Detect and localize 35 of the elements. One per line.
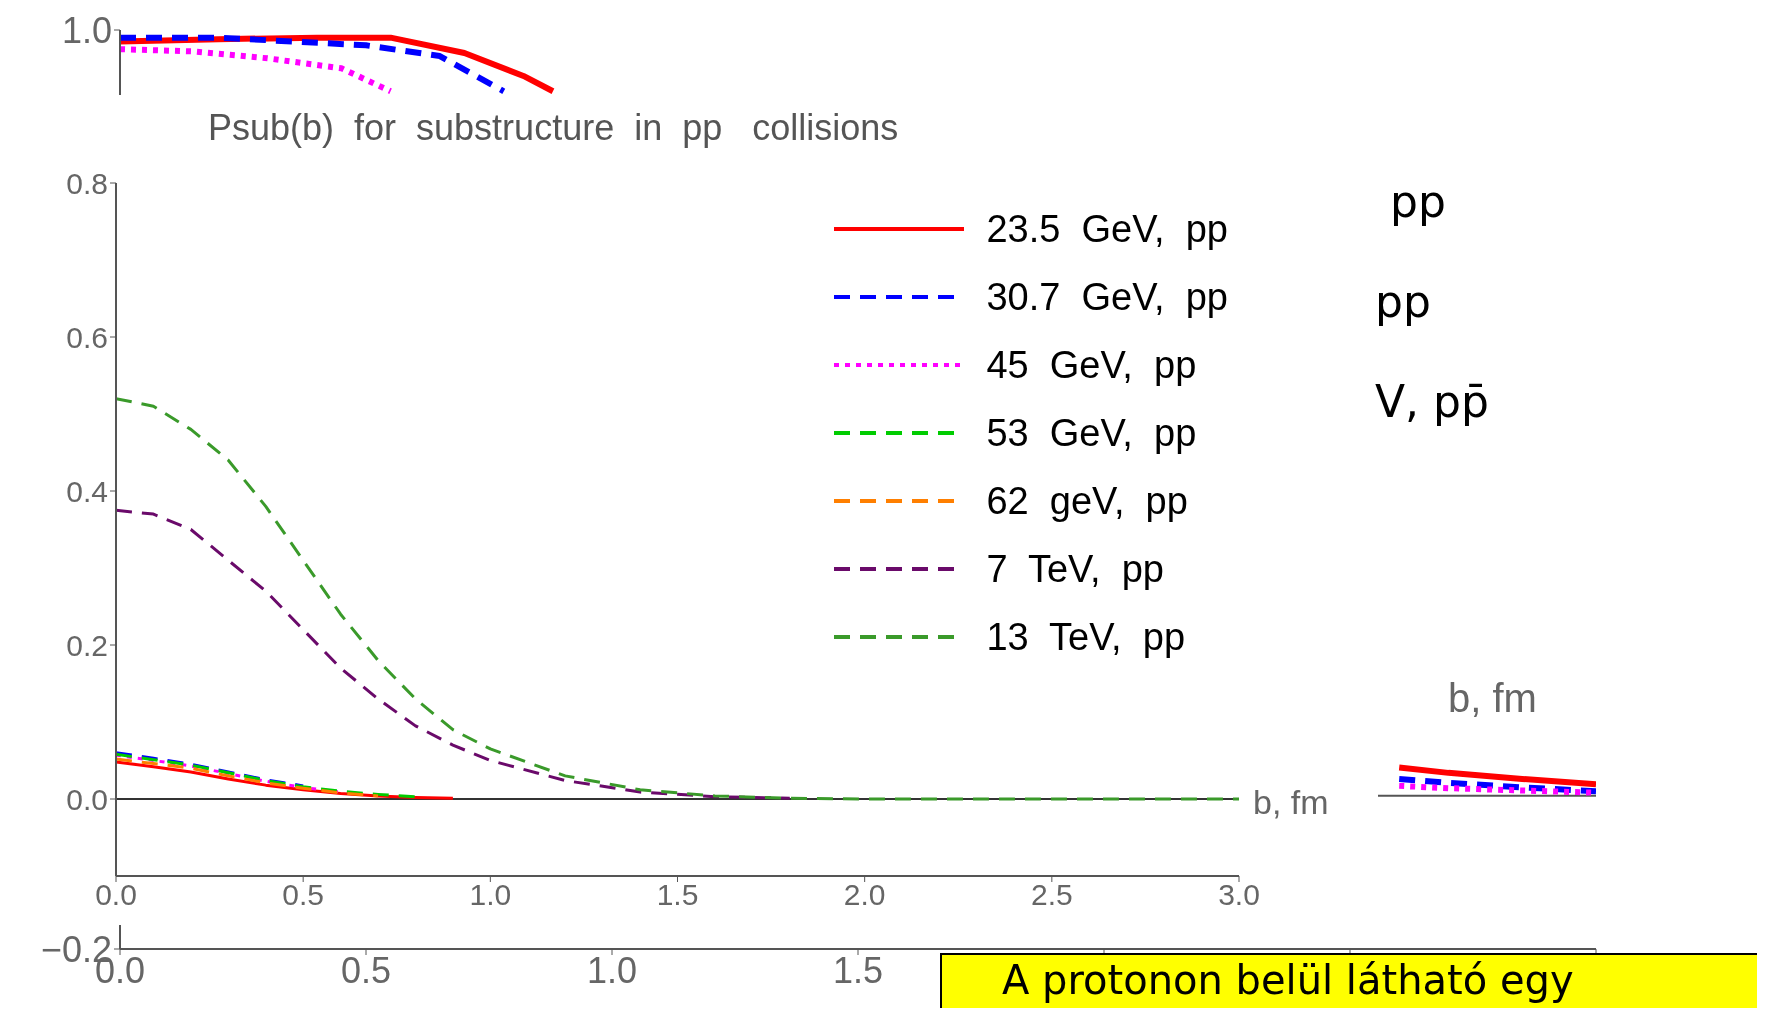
y-tick-label: 0.6 — [66, 320, 108, 354]
legend-label: 23.5 GeV, pp — [986, 207, 1228, 251]
x-tick-label: 1.5 — [832, 949, 884, 991]
annotation: pp — [1375, 276, 1431, 327]
line-series — [116, 757, 380, 798]
x-tick-label: 2.0 — [843, 878, 886, 912]
y-tick-label: 0.0 — [66, 782, 108, 816]
text: A protonon belül látható egy — [1001, 956, 1575, 1005]
x-axis-title: b, fm — [1253, 783, 1329, 822]
x-tick-label: 3.0 — [1218, 878, 1260, 912]
y-tick-label: 0.8 — [66, 166, 108, 200]
chart-title: Psub(b) for substructure in pp collisions — [208, 107, 899, 149]
line-series — [116, 508, 792, 800]
y-tick-label: 0.2 — [66, 628, 108, 662]
legend-label: 13 TeV, pp — [986, 615, 1186, 659]
x-tick-label: 0.0 — [95, 878, 137, 912]
line-series — [116, 752, 417, 799]
annotation: V, pp̄ — [1375, 376, 1489, 427]
legend-label: 30.7 GeV, pp — [986, 275, 1228, 319]
x-tick-label: 0.5 — [340, 949, 392, 991]
x-tick-label: 1.5 — [656, 878, 699, 912]
legend-label: 53 GeV, pp — [986, 411, 1197, 455]
x-tick-label: 2.5 — [1030, 878, 1073, 912]
line-series — [116, 751, 305, 788]
x-tick-label: 1.0 — [586, 949, 638, 991]
legend-label: 45 GeV, pp — [986, 343, 1197, 387]
x-tick-label: 1.0 — [469, 878, 512, 912]
y-tick-label: 0.4 — [66, 474, 108, 508]
x-tick-label: 0.5 — [282, 878, 325, 912]
y-tick-label: 1.0 — [61, 9, 112, 51]
legend-label: 62 geV, pp — [986, 479, 1188, 523]
x-axis-title: b, fm — [1448, 676, 1537, 721]
line-series — [116, 397, 1239, 801]
legend-label: 7 TeV, pp — [986, 547, 1164, 591]
annotation: pp — [1390, 176, 1446, 227]
